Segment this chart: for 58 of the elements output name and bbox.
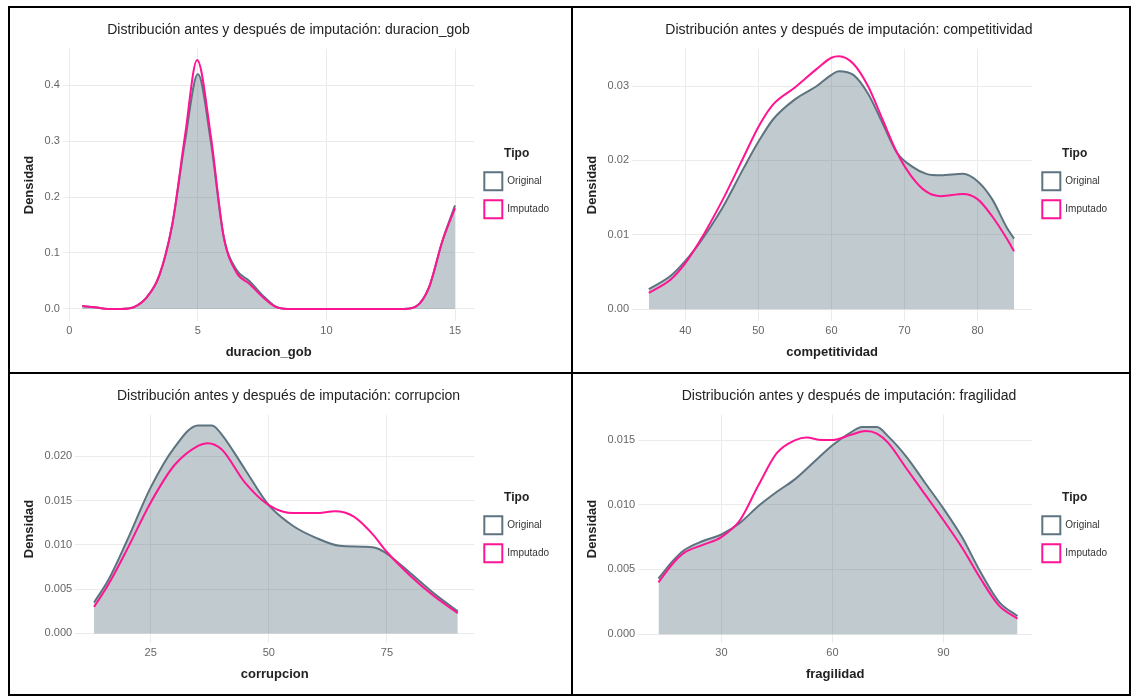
x-tick-label: 25 [144,645,157,658]
x-tick-label: 30 [715,645,728,658]
y-tick-label: 0.2 [44,190,60,203]
x-axis-title: duracion_gob [225,343,312,359]
y-axis-title: Densidad [21,155,37,215]
x-tick-label: 50 [752,323,765,336]
y-tick-label: 0.020 [44,449,73,462]
line-series [93,442,459,615]
x-tick-label: 50 [262,645,275,658]
legend-title: Tipo [504,146,530,161]
y-tick-label: 0.000 [44,626,73,639]
y-tick-label: 0.015 [44,493,73,506]
y-tick-label: 0.010 [607,497,636,510]
y-tick-label: 0.005 [607,562,636,575]
legend-label: Original [507,174,542,186]
y-tick-label: 0.000 [607,627,636,640]
legend-label: Original [507,518,542,530]
legend-title: Tipo [1062,490,1088,505]
y-tick-label: 0.1 [44,245,60,258]
x-tick-label: 40 [679,323,692,336]
legend-title: Tipo [504,490,530,505]
x-tick-label: 10 [320,323,333,336]
y-tick-label: 0.00 [607,302,630,315]
x-tick-label: 90 [937,645,950,658]
x-tick-label: 60 [825,323,838,336]
legend-label: Imputado [507,546,550,558]
legend-label: Original [1065,518,1100,530]
y-axis-title: Densidad [584,155,600,215]
chart-title: Distribución antes y después de imputación: competitividad [665,21,1033,38]
x-tick-label: 60 [826,645,839,658]
legend-label: Imputado [1065,546,1108,558]
x-tick-label: 70 [898,323,911,336]
y-axis-title: Densidad [584,499,600,559]
chart-title: Distribución antes y después de imputación: corrupcion [116,387,461,404]
x-tick-label: 80 [971,323,984,336]
x-tick-label: 5 [194,323,201,336]
x-tick-label: 0 [66,323,73,336]
y-tick-label: 0.02 [607,153,630,166]
x-tick-label: 75 [380,645,394,658]
y-tick-label: 0.015 [607,433,636,446]
x-axis-title: fragilidad [805,665,865,681]
legend-title: Tipo [1062,146,1088,161]
y-tick-label: 0.0 [44,301,60,314]
y-tick-label: 0.3 [44,134,60,147]
y-tick-label: 0.005 [44,582,73,595]
x-tick-label: 15 [448,323,462,336]
y-axis-title: Densidad [21,499,37,559]
y-tick-label: 0.01 [607,227,630,240]
legend-label: Original [1065,174,1100,186]
y-tick-label: 0.03 [607,79,630,92]
legend-label: Imputado [1065,202,1108,214]
x-axis-title: competitividad [786,343,879,359]
chart-title: Distribución antes y después de imputación: duracion_gob [107,21,471,38]
y-tick-label: 0.010 [44,537,73,550]
legend-label: Imputado [507,202,550,214]
chart-title: Distribución antes y después de imputación: fragilidad [681,387,1017,404]
x-axis-title: corrupcion [240,665,309,681]
y-tick-label: 0.4 [44,78,60,91]
